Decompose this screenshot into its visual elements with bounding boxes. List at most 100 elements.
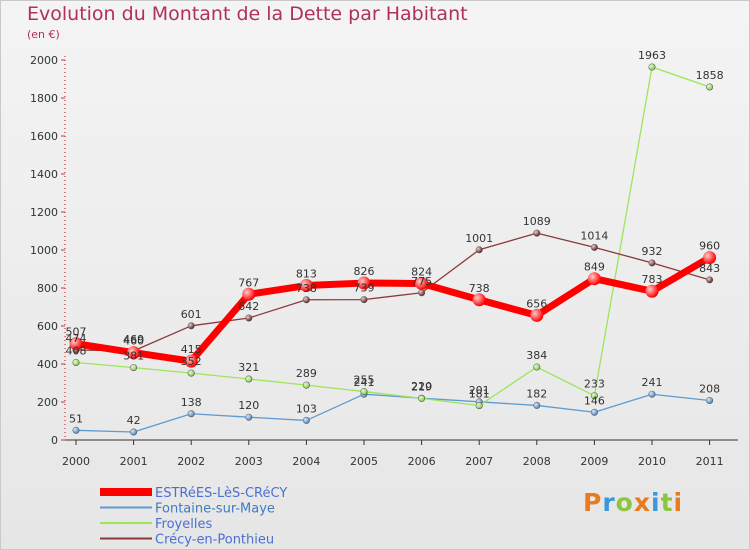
data-label: 241 xyxy=(642,376,663,389)
x-tick-label: 2009 xyxy=(580,455,608,468)
data-point-shine xyxy=(72,427,80,434)
proxiti-logo: Proxiti xyxy=(583,488,683,517)
data-label: 381 xyxy=(123,350,144,363)
data-point-shine xyxy=(245,414,252,421)
x-tick-label: 2003 xyxy=(235,455,263,468)
data-point-shine xyxy=(533,229,540,237)
data-point-shine xyxy=(648,63,656,71)
data-label: 241 xyxy=(354,376,375,389)
data-label: 826 xyxy=(354,265,375,278)
y-tick-label: 1200 xyxy=(30,206,58,219)
x-tick-label: 2006 xyxy=(408,455,436,468)
data-point-shine xyxy=(706,397,713,404)
data-label: 738 xyxy=(469,282,490,295)
legend-label: ESTRéES-LèS-CRéCY xyxy=(155,486,287,501)
data-label: 352 xyxy=(181,355,202,368)
data-point-shine xyxy=(303,417,310,424)
data-point-shine xyxy=(591,244,598,251)
y-tick-label: 1800 xyxy=(30,92,58,105)
data-label: 208 xyxy=(699,382,720,395)
data-point-shine xyxy=(245,314,252,322)
data-label: 408 xyxy=(66,344,87,357)
data-label: 182 xyxy=(526,387,547,400)
logo-letter: i xyxy=(651,488,661,517)
series-line-3 xyxy=(75,232,711,352)
data-point-shine xyxy=(645,284,659,298)
data-point-shine xyxy=(188,322,195,330)
y-tick-label: 600 xyxy=(37,320,58,333)
data-label: 1001 xyxy=(465,232,493,245)
data-label: 220 xyxy=(411,380,432,393)
y-tick-label: 1000 xyxy=(30,244,58,257)
series-line-0 xyxy=(72,254,714,365)
legend-label: Crécy-en-Ponthieu xyxy=(155,533,274,548)
data-label: 738 xyxy=(296,282,317,295)
data-point-shine xyxy=(360,296,368,303)
x-tick-label: 2010 xyxy=(638,455,666,468)
data-point-shine xyxy=(303,296,310,303)
data-label: 289 xyxy=(296,367,317,380)
data-label: 415 xyxy=(181,343,202,356)
series-line-1 xyxy=(75,393,711,433)
data-point-shine xyxy=(476,246,483,254)
data-label: 469 xyxy=(123,333,144,346)
legend-label: Froyelles xyxy=(155,517,212,532)
data-label: 824 xyxy=(411,265,432,278)
data-point-shine xyxy=(357,276,371,290)
data-point-shine xyxy=(476,402,483,409)
data-label: 932 xyxy=(642,245,663,258)
data-label: 783 xyxy=(642,273,663,286)
data-label: 739 xyxy=(354,282,375,295)
data-point-shine xyxy=(184,354,198,368)
logo-letter: r xyxy=(602,488,616,517)
data-point-shine xyxy=(130,364,137,371)
data-point-shine xyxy=(591,409,598,416)
data-point-shine xyxy=(648,391,656,398)
series-line-2 xyxy=(75,66,711,407)
chart-subtitle: (en €) xyxy=(27,28,60,41)
data-point-shine xyxy=(418,289,425,296)
data-label: 1963 xyxy=(638,49,666,62)
x-tick-label: 2000 xyxy=(62,455,90,468)
logo-letter: t xyxy=(660,488,674,517)
data-point-shine xyxy=(472,293,486,307)
data-label: 460 xyxy=(123,335,144,348)
data-point-shine xyxy=(591,392,598,399)
data-label: 656 xyxy=(526,297,547,310)
data-label: 1014 xyxy=(580,229,608,242)
data-point-shine xyxy=(127,346,141,360)
y-tick-label: 1600 xyxy=(30,130,58,143)
data-point-shine xyxy=(418,395,425,402)
y-tick-label: 200 xyxy=(37,396,58,409)
data-label: 103 xyxy=(296,402,317,415)
data-point-shine xyxy=(245,375,252,383)
logo-letter: o xyxy=(615,488,634,517)
logo-letter: P xyxy=(583,488,603,517)
data-label: 219 xyxy=(411,380,432,393)
data-label: 474 xyxy=(66,332,87,345)
data-point-shine xyxy=(530,308,544,322)
x-tick-label: 2005 xyxy=(350,455,378,468)
data-label: 120 xyxy=(238,399,259,412)
x-tick-label: 2011 xyxy=(696,455,724,468)
data-point-shine xyxy=(299,279,313,293)
data-label: 1858 xyxy=(696,69,724,82)
data-label: 181 xyxy=(469,388,490,401)
data-label: 51 xyxy=(69,412,83,425)
data-label: 255 xyxy=(354,374,375,387)
data-label: 775 xyxy=(411,275,432,288)
logo-letter: i xyxy=(673,488,684,517)
data-point-shine xyxy=(706,83,713,91)
data-label: 138 xyxy=(181,396,202,409)
data-label: 767 xyxy=(238,276,259,289)
legend-label: Fontaine-sur-Maye xyxy=(155,502,275,517)
data-label: 642 xyxy=(238,300,259,313)
data-label: 233 xyxy=(584,378,605,391)
data-label: 42 xyxy=(127,414,141,427)
data-point-shine xyxy=(303,381,310,389)
data-point-shine xyxy=(533,402,540,409)
data-point-shine xyxy=(72,359,80,366)
data-point-shine xyxy=(130,428,137,436)
